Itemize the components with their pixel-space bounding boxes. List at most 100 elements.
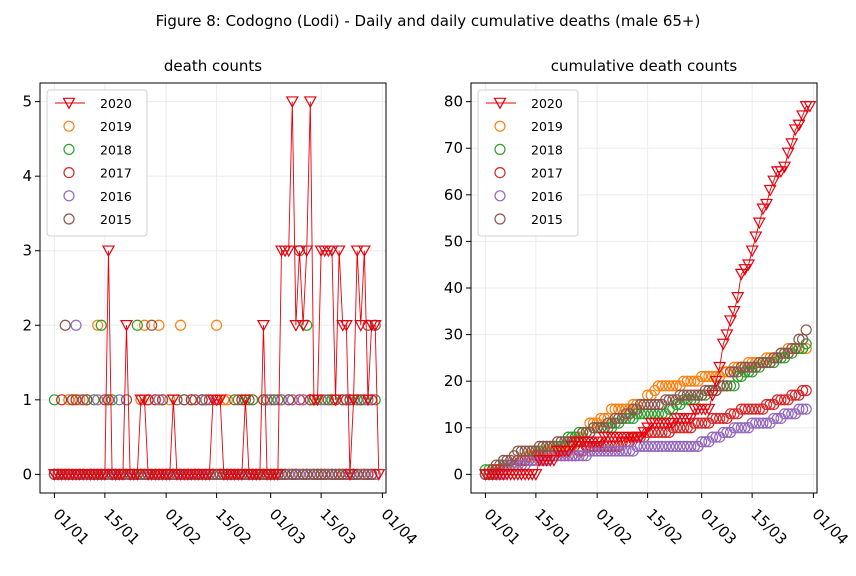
data-point-2019 [696,370,708,383]
data-point-2015 [775,347,787,359]
data-point-2015 [678,389,690,401]
data-point-2018 [369,394,381,406]
legend-label-2017: 2017 [531,166,563,181]
data-point-2017 [742,403,755,415]
data-point-2017 [746,403,758,415]
x-tick-label: 01/03 [266,505,309,548]
x-tick-label: 01/04 [378,505,421,548]
data-point-2015 [326,468,338,480]
legend-marker-2020 [493,97,507,110]
data-point-2015 [793,333,805,345]
data-point-2019 [660,380,672,392]
data-point-2015 [609,412,621,425]
data-point-2020 [561,445,575,458]
y-tick-label: 50 [444,232,463,250]
data-point-2015 [642,398,654,411]
data-point-2018 [319,394,331,406]
data-point-2015 [358,468,370,480]
legend-marker-2019 [494,120,506,132]
data-point-2020 [329,394,343,407]
series-2017 [48,394,381,480]
legend-label-2019: 2019 [531,119,563,134]
data-point-2017 [362,468,374,480]
data-point-2020 [796,110,810,123]
data-point-2017 [800,384,812,397]
data-point-2020 [130,469,144,481]
data-point-2020 [163,469,177,481]
data-point-2015 [537,440,549,453]
data-point-2017 [70,394,82,406]
data-point-2020 [300,245,314,258]
data-point-2020 [354,319,368,332]
data-point-2020 [213,394,227,407]
data-point-2019 [652,380,665,392]
y-tick-label: 0 [22,465,32,483]
data-point-2015 [81,394,93,406]
plot-frame [39,82,387,494]
data-point-2016 [778,408,791,420]
data-point-2016 [685,440,697,453]
data-point-2016 [609,445,621,457]
data-point-2015 [688,389,701,401]
x-tick-label: 15/01 [531,505,574,548]
data-point-2017 [710,412,722,425]
data-point-2018 [728,380,740,392]
data-point-2019 [221,394,234,406]
x-tick-label: 15/03 [316,505,359,548]
cumulative-deaths-chart: 01/01 15/01 01/02 15/02 01/03 15/03 01/04 0 10 20… [444,57,852,548]
data-point-2016 [674,440,686,453]
data-point-2016 [750,417,762,429]
data-point-2015 [156,394,169,406]
data-point-2016 [286,394,298,406]
y-tick-label: 2 [22,316,32,334]
data-point-2016 [649,440,661,453]
data-point-2020 [738,264,752,276]
data-point-2020 [350,245,364,258]
data-point-2019 [605,403,618,415]
data-point-2020 [705,389,719,402]
data-point-2016 [616,445,628,457]
series-2015 [48,245,381,480]
data-point-2019 [681,375,693,387]
data-point-2020 [763,184,777,197]
legend-label-2018: 2018 [100,142,132,157]
data-point-2016 [696,436,708,448]
legend-marker-2015 [63,213,75,225]
data-point-2017 [257,394,270,406]
data-point-2015 [178,394,190,406]
data-point-2020 [637,427,651,439]
data-point-2016 [793,403,805,415]
data-point-2015 [533,440,546,453]
data-point-2015 [800,324,812,336]
data-point-2015 [211,468,223,480]
data-point-2015 [587,422,600,434]
data-point-2015 [308,468,320,480]
x-tick-label: 01/01 [481,505,524,548]
y-tick-label: 4 [22,167,32,185]
y-tick-label: 10 [444,419,463,437]
daily-deaths-chart: 01/01 15/01 01/02 15/02 01/03 15/03 01/04 0 1 2 3 4… [22,57,420,548]
data-point-2020 [116,469,130,481]
legend: 2020 2019 2018 2017 2016 2015 [46,89,148,237]
data-point-2020 [253,469,267,481]
x-tick-label: 15/03 [747,505,790,548]
data-point-2016 [293,468,306,480]
y-tick-label: 70 [444,139,463,157]
data-point-2020 [727,306,741,318]
y-tick-label: 40 [444,279,463,297]
data-point-2015 [724,366,737,378]
legend-label-2015: 2015 [531,212,563,227]
data-point-2015 [497,454,510,466]
data-point-2016 [717,426,729,439]
data-point-2018 [88,394,100,406]
data-point-2018 [131,319,143,331]
data-point-2017 [293,394,306,406]
data-point-2016 [681,440,693,453]
data-point-2020 [633,431,647,444]
data-point-2017 [337,468,349,480]
data-point-2016 [523,454,535,466]
data-point-2016 [645,440,657,453]
data-point-2015 [66,394,79,406]
data-point-2019 [174,319,187,331]
x-tick-label: 15/01 [100,505,143,548]
